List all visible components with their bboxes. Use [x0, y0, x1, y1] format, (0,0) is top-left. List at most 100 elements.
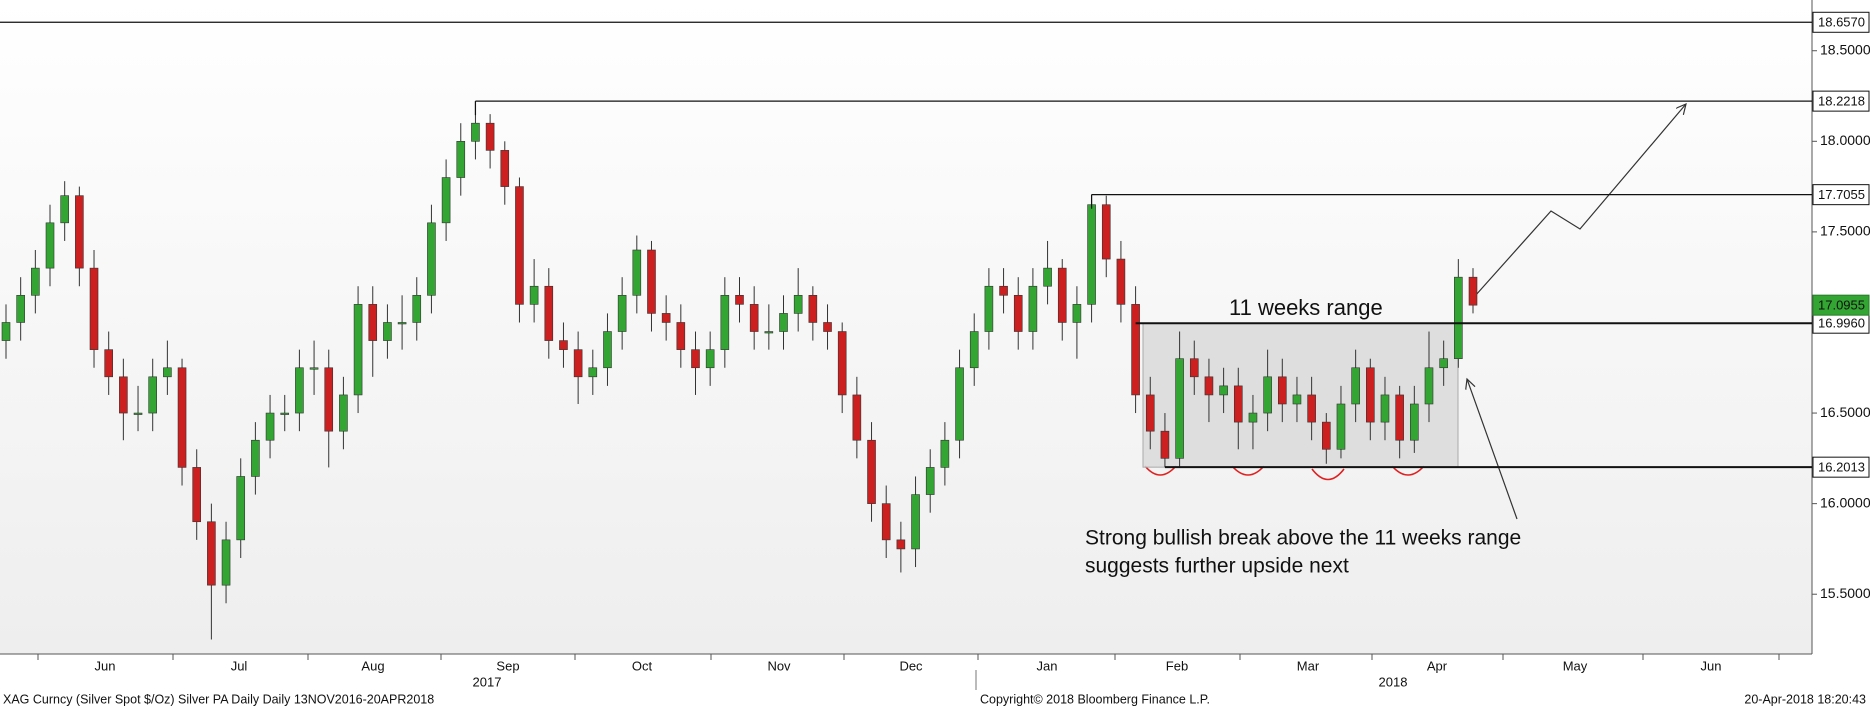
year-label: 2018 — [1379, 674, 1408, 689]
candle-body — [661, 313, 671, 323]
annotation: suggests further upside next — [1085, 555, 1349, 578]
x-tick-label: Feb — [1166, 658, 1188, 673]
candle-body — [236, 476, 246, 541]
candle-body — [867, 439, 876, 504]
x-tick-label: Jun — [95, 658, 116, 673]
level-tag-label: 16.2013 — [1818, 460, 1865, 475]
candle-body — [1439, 358, 1448, 369]
x-tick-label: Oct — [632, 658, 653, 673]
candle-body — [823, 322, 832, 332]
candle-body — [955, 367, 964, 441]
candle-body — [1395, 394, 1404, 441]
candle-body — [1351, 367, 1360, 405]
footer-left: XAG Curncy (Silver Spot $/Oz) Silver PA … — [3, 692, 434, 706]
candle-body — [1277, 376, 1287, 405]
y-tick-label: 15.5000 — [1820, 585, 1870, 601]
candle-body — [16, 294, 25, 323]
candle-body — [852, 394, 862, 441]
candle-body — [471, 122, 480, 142]
x-tick-label: Jun — [1701, 658, 1722, 673]
candle-body — [573, 349, 583, 378]
candle-body — [251, 439, 260, 477]
candle-body — [456, 141, 466, 178]
candle-body — [1263, 376, 1272, 414]
candle-body — [75, 195, 84, 269]
callout-arrow — [1467, 379, 1518, 520]
candle-body — [280, 412, 290, 415]
bottom-marks — [1144, 465, 1425, 481]
candle-body — [383, 322, 392, 341]
candle-body — [148, 376, 157, 414]
candle-body — [559, 340, 568, 350]
candle-body — [1087, 204, 1096, 305]
candle-body — [793, 294, 803, 314]
candle-body — [1204, 376, 1214, 396]
candle-body — [397, 322, 407, 325]
candles — [1, 101, 1478, 640]
candle-body — [485, 122, 495, 151]
y-tick-label: 16.5000 — [1820, 404, 1870, 420]
level-tag — [1812, 11, 1870, 33]
candle-body — [632, 249, 642, 296]
candle-body — [1072, 304, 1082, 323]
candle-body — [1219, 385, 1228, 396]
level-tag — [1812, 456, 1870, 478]
candle-body — [1410, 403, 1419, 441]
candle-body — [1366, 367, 1375, 423]
candle-body — [529, 285, 539, 305]
x-tick-label: Sep — [496, 658, 519, 673]
candle-body — [779, 313, 788, 332]
candle-body — [295, 367, 304, 414]
last-price-tag — [1812, 294, 1870, 316]
candle-body — [1145, 394, 1155, 432]
candle-body — [1380, 394, 1390, 423]
candle-body — [1233, 385, 1243, 423]
candle-body — [412, 294, 422, 323]
x-tick-label: May — [1563, 658, 1588, 673]
candle-body — [1175, 358, 1184, 459]
candle-body — [837, 331, 847, 396]
x-tick-label: Jul — [231, 658, 248, 673]
candle-body — [647, 249, 656, 314]
candle-body — [324, 367, 334, 432]
candle-body — [1189, 358, 1199, 378]
candle-body — [705, 349, 715, 369]
footer-right: 20-Apr-2018 18:20:43 — [1744, 692, 1866, 706]
candle-body — [940, 439, 950, 468]
candle-body — [60, 195, 69, 224]
candle-body — [1, 322, 11, 341]
candle-body — [339, 394, 348, 432]
candle-body — [265, 412, 275, 441]
candle-body — [89, 267, 99, 350]
candle-body — [999, 285, 1008, 296]
candle-body — [691, 349, 700, 369]
candle-body — [588, 367, 598, 378]
projection-arrow — [1474, 104, 1686, 297]
last-price-label: 17.0955 — [1818, 298, 1865, 313]
candle-body — [544, 285, 554, 341]
candle-body — [1322, 421, 1331, 450]
candle-body — [1248, 412, 1258, 423]
candle-body — [969, 331, 979, 369]
candle-body — [441, 177, 451, 224]
candle-body — [808, 294, 818, 323]
candle-body — [896, 539, 906, 550]
level-tag-label: 18.6570 — [1818, 15, 1865, 30]
candle-body — [1131, 304, 1140, 396]
candle-body — [1468, 276, 1478, 306]
level-tag — [1812, 184, 1870, 206]
candle-body — [133, 412, 143, 415]
candle-body — [735, 294, 744, 305]
level-tag — [1812, 90, 1870, 112]
annotation: Strong bullish break above the 11 weeks … — [1085, 527, 1521, 550]
candle-body — [309, 367, 319, 370]
candle-body — [1043, 267, 1052, 287]
candle-body — [1307, 394, 1316, 423]
level-tag-label: 16.9960 — [1818, 316, 1865, 331]
candle-body — [1028, 285, 1038, 332]
candle-body — [925, 467, 935, 495]
candle-body — [1101, 204, 1111, 260]
x-tick-label: Nov — [767, 658, 791, 673]
candle-body — [1057, 267, 1067, 323]
year-label: 2017 — [473, 674, 502, 689]
